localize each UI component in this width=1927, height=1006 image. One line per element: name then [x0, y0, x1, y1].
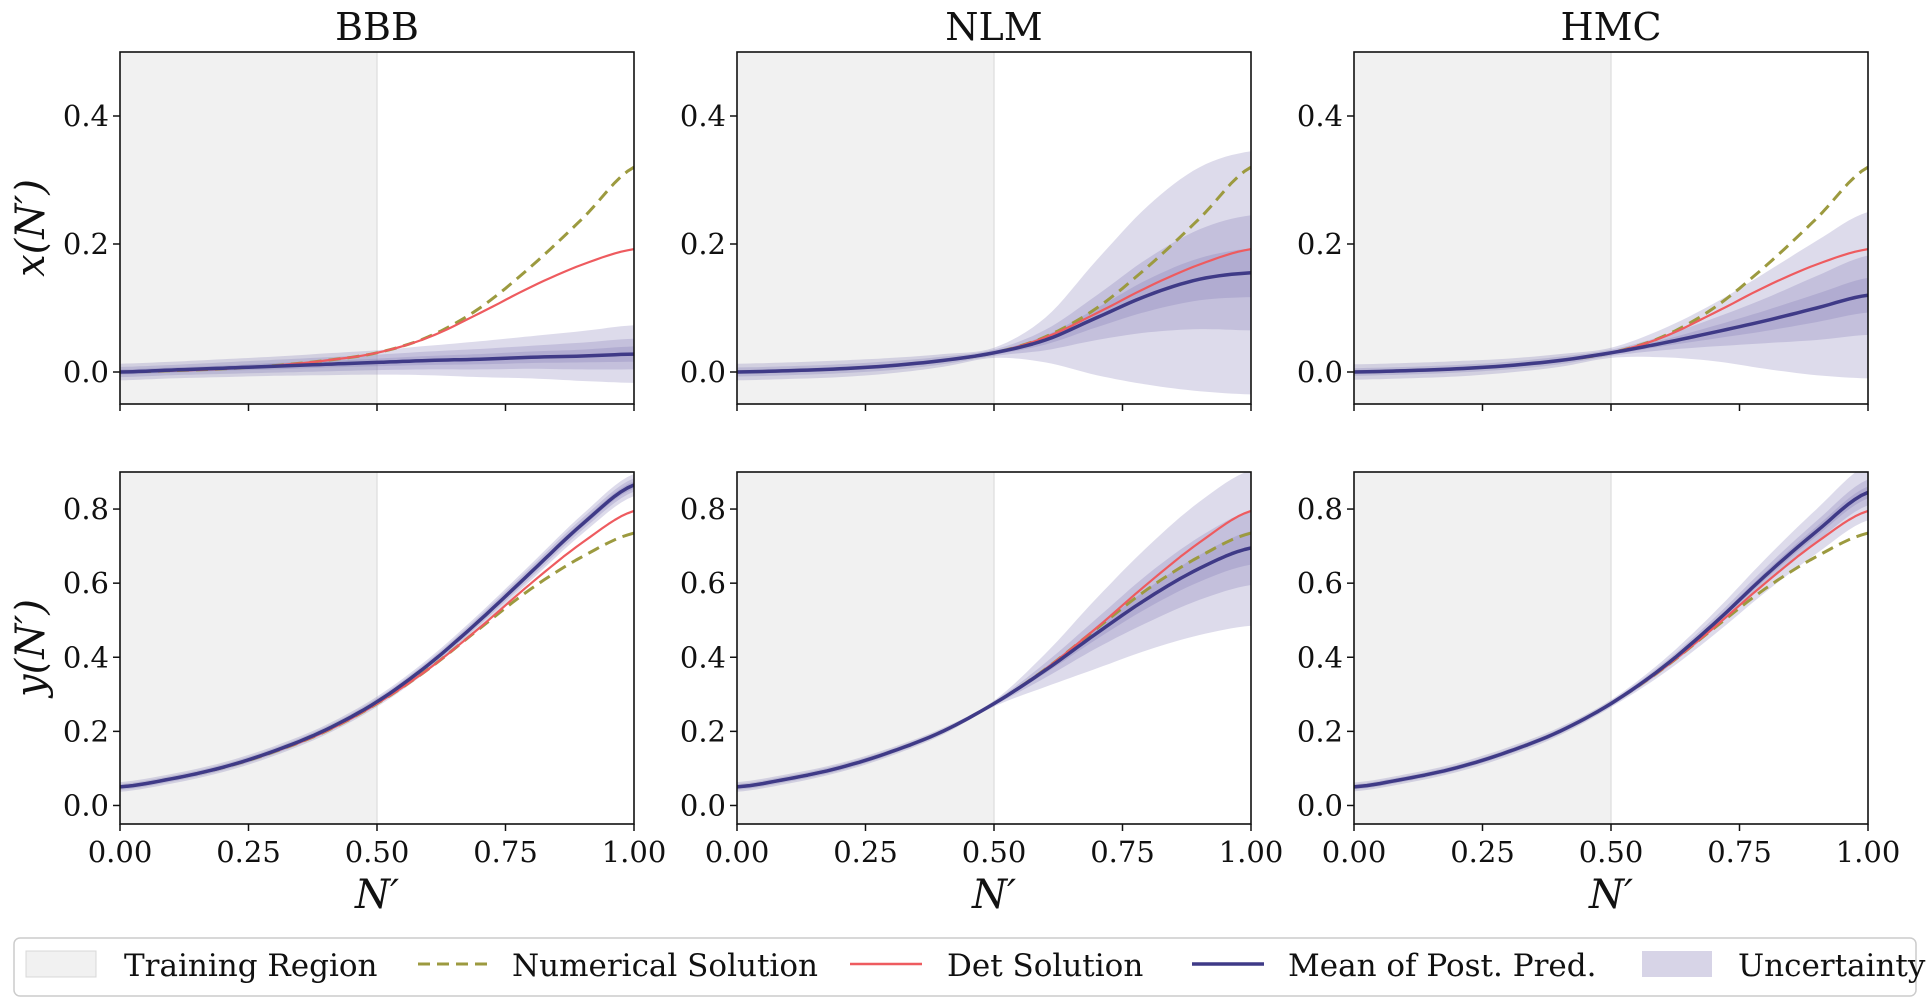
mean-post-pred-line	[737, 271, 1251, 374]
x-axis-label: N′	[971, 872, 1016, 918]
plot-area	[1354, 165, 1868, 380]
y-axis-label: x(N′)	[8, 179, 54, 277]
x-axis-label: N′	[1588, 872, 1633, 918]
plot-area	[120, 165, 634, 383]
y-tick-label: 0.2	[1297, 714, 1343, 748]
y-tick-label: 0.0	[1297, 788, 1343, 822]
legend-item-uncertainty: Uncertainty	[1642, 948, 1926, 984]
subplot-1-0: 0.00 0.25 0.50 0.75 1.00 0.0 0.2 0.4 0.6 0.8 y(N′)…	[8, 471, 667, 918]
subplot-title: NLM	[945, 5, 1042, 49]
legend-swatch-training-region	[25, 950, 97, 978]
subplot-1-1: 0.00 0.25 0.50 0.75 1.00 0.0 0.2 0.4 0.6 0.8 N′	[680, 471, 1284, 918]
y-axis-label: y(N′)	[8, 599, 54, 699]
x-tick-label: 1.00	[1836, 835, 1901, 869]
y-tick-label: 0.0	[680, 355, 726, 389]
y-tick-label: 0.4	[63, 99, 109, 133]
y-tick-label: 0.0	[1297, 355, 1343, 389]
uncertainty-band3	[737, 472, 1251, 792]
y-tick-label: 0.2	[680, 227, 726, 261]
legend-label-numerical-solution: Numerical Solution	[512, 948, 818, 984]
x-tick-label: 0.75	[473, 835, 538, 869]
y-tick-label: 0.6	[680, 566, 726, 600]
y-tick-label: 0.8	[63, 492, 109, 526]
legend: Training Region Numerical Solution Det S…	[13, 937, 1926, 997]
x-tick-label: 0.50	[962, 835, 1027, 869]
x-tick-label: 0.00	[705, 835, 770, 869]
y-tick-label: 0.2	[63, 227, 109, 261]
y-tick-label: 0.0	[63, 788, 109, 822]
uncertainty-band3	[1354, 212, 1868, 380]
training-region	[120, 52, 377, 404]
training-region	[1354, 472, 1611, 824]
legend-item-mean-post-pred: Mean of Post. Pred.	[1192, 948, 1596, 984]
y-tick-label: 0.2	[680, 714, 726, 748]
mean-post-pred-line	[737, 546, 1251, 789]
plot-area	[737, 151, 1251, 395]
uncertainty-band1	[1354, 277, 1868, 374]
subplot-0-2: 0.0 0.2 0.4 HMC	[1297, 5, 1869, 411]
training-region	[1354, 52, 1611, 404]
mean-post-pred-line	[1354, 293, 1868, 374]
subplot-0-1: 0.0 0.2 0.4 NLM	[680, 5, 1252, 411]
legend-label-uncertainty: Uncertainty	[1738, 948, 1926, 984]
legend-label-det-solution: Det Solution	[947, 948, 1143, 984]
mean-post-pred-line	[120, 352, 634, 374]
uncertainty-band1	[737, 248, 1251, 374]
x-tick-label: 0.25	[833, 835, 898, 869]
legend-item-numerical-solution: Numerical Solution	[418, 948, 818, 984]
plot-area	[120, 473, 634, 792]
x-tick-label: 1.00	[602, 835, 667, 869]
x-tick-label: 0.00	[88, 835, 153, 869]
y-tick-label: 0.4	[680, 99, 726, 133]
subplot-1-2: 0.00 0.25 0.50 0.75 1.00 0.0 0.2 0.4 0.6 0.8 N′	[1297, 471, 1901, 918]
x-axis-label: N′	[354, 872, 399, 918]
plot-area	[737, 472, 1251, 792]
y-tick-label: 0.4	[680, 640, 726, 674]
y-tick-label: 0.4	[1297, 99, 1343, 133]
x-tick-label: 0.25	[1450, 835, 1515, 869]
y-tick-label: 0.8	[1297, 492, 1343, 526]
y-tick-label: 0.4	[63, 640, 109, 674]
plot-area	[1354, 472, 1868, 792]
y-tick-label: 0.2	[1297, 227, 1343, 261]
uncertainty-band3	[737, 151, 1251, 395]
y-tick-label: 0.0	[63, 355, 109, 389]
mean-post-pred-line	[120, 483, 634, 789]
y-tick-label: 0.2	[63, 714, 109, 748]
y-tick-label: 0.4	[1297, 640, 1343, 674]
x-tick-label: 0.50	[345, 835, 410, 869]
legend-item-training-region: Training Region	[25, 948, 378, 984]
x-tick-label: 0.00	[1322, 835, 1387, 869]
legend-label-training-region: Training Region	[124, 948, 378, 984]
legend-item-det-solution: Det Solution	[850, 948, 1143, 984]
x-tick-label: 1.00	[1219, 835, 1284, 869]
x-tick-label: 0.25	[216, 835, 281, 869]
subplot-0-0: 0.0 0.2 0.4 BBB x(N′)	[8, 5, 635, 411]
subplot-title: HMC	[1560, 5, 1661, 49]
x-tick-label: 0.75	[1707, 835, 1772, 869]
y-tick-label: 0.0	[680, 788, 726, 822]
legend-label-mean-post-pred: Mean of Post. Pred.	[1288, 948, 1596, 984]
y-tick-label: 0.8	[680, 492, 726, 526]
y-tick-label: 0.6	[63, 566, 109, 600]
x-tick-label: 0.75	[1090, 835, 1155, 869]
training-region	[737, 52, 994, 404]
training-region	[737, 472, 994, 824]
subplot-grid: 0.0 0.2 0.4 BBB x(N′) 0.0 0.2 0.4 NLM 0.0 0.2 0.4 HM…	[8, 5, 1900, 918]
legend-swatch-uncertainty	[1642, 951, 1712, 977]
uncertainty-band2	[737, 510, 1251, 790]
training-region	[120, 472, 377, 824]
x-tick-label: 0.50	[1579, 835, 1644, 869]
subplot-title: BBB	[335, 5, 419, 49]
uncertainty-band1	[737, 531, 1251, 789]
y-tick-label: 0.6	[1297, 566, 1343, 600]
legend-frame	[13, 937, 1917, 997]
mean-post-pred-line	[1354, 490, 1868, 789]
